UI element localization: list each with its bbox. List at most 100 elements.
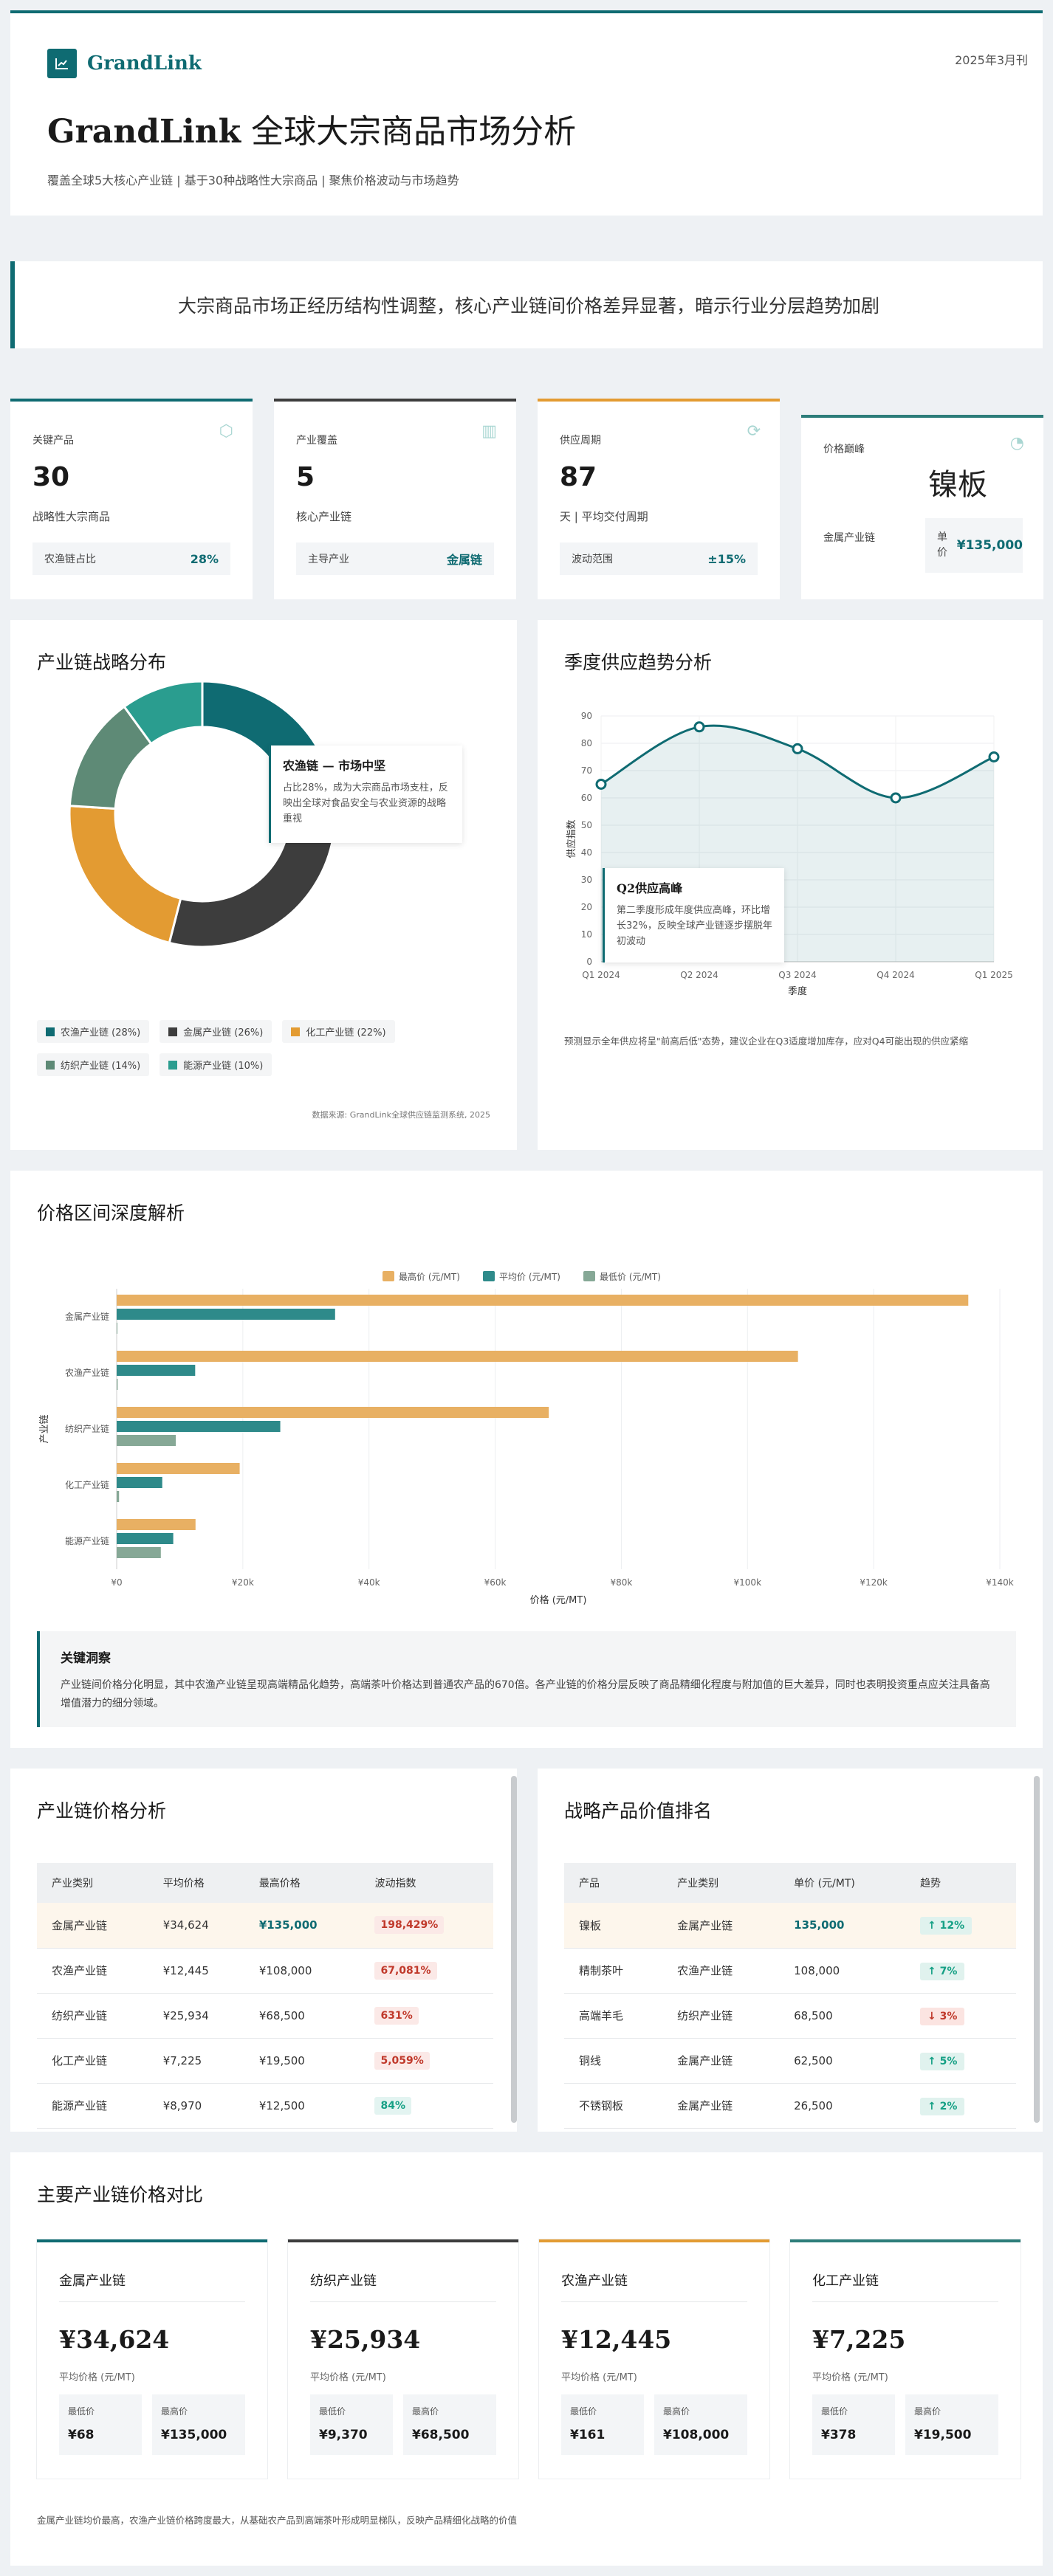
bar-2-2[interactable] [117,1435,176,1446]
line-chart-card: 季度供应趋势分析 0 10 20 30 40 50 60 70 80 90 Q1 2024 Q2 20… [538,620,1043,1150]
data-point[interactable] [988,751,1000,762]
table-cell: ¥108,000 [244,1948,360,1994]
card-title: 产业链价格分析 [37,1800,167,1822]
bar-1-0[interactable] [117,1309,335,1320]
sync-icon: ⟳ [747,422,761,441]
y-tick-label: 70 [581,765,592,776]
y-tick-label: 50 [581,820,592,830]
compare-avg: ¥34,624 [59,2325,170,2354]
pie-slice-1[interactable] [168,829,335,948]
table-cell: ¥8,970 [148,2083,244,2129]
stat-label: 产业覆盖 [296,435,337,447]
legend-label: 农渔产业链 (28%) [61,1027,141,1039]
legend-label[interactable]: 最高价 (元/MT) [399,1271,460,1282]
pie-legend: 农渔产业链 (28%) 金属产业链 (26%) 化工产业链 (22%) 纺织产业链 (… [37,1020,480,1076]
issue-date: 2025年3月刊 [955,53,1028,67]
stat-foot: 波动范围 ±15% [560,543,758,575]
chart-icon: ◔ [1009,434,1024,452]
bar-2-4[interactable] [117,1547,161,1558]
x-tick-label: ¥40k [358,1577,380,1588]
legend-label[interactable]: 平均价 (元/MT) [499,1272,560,1282]
table-cell: 农渔产业链 [37,1948,148,1994]
table-row[interactable]: 镍板 金属产业链 135,000 ↑ 12% [564,1903,1016,1949]
table-cell: 化工产业链 [37,2038,148,2084]
stat-desc: 金属产业链 [823,532,875,544]
table-cell: 26,500 [779,2083,906,2129]
legend-item[interactable]: 纺织产业链 (14%) [37,1053,150,1076]
bar-1-2[interactable] [117,1421,281,1432]
table-header[interactable]: 产业类别 [37,1863,148,1903]
logo-chart-icon [47,49,77,78]
bar-2-3[interactable] [117,1491,120,1502]
scrollbar[interactable] [1034,1776,1040,2123]
table-row[interactable]: 农渔产业链 ¥12,445 ¥108,000 67,081% [37,1948,493,1994]
x-tick-label: ¥80k [610,1577,632,1588]
card-title: 季度供应趋势分析 [564,652,713,673]
bar-0-2[interactable] [117,1407,549,1418]
pie-chart-card: 产业链战略分布 农渔链 — 市场中坚 占比28%，成为大宗商品市场支柱，反映出全… [10,620,517,1150]
pie-slice-2[interactable] [68,805,182,945]
table-header[interactable]: 最高价格 [244,1863,360,1903]
table-row[interactable]: 铜线 金属产业链 62,500 ↑ 5% [564,2038,1016,2084]
table-header[interactable]: 单价 (元/MT) [779,1863,906,1903]
industry-icon: ▥ [481,422,497,441]
table-header[interactable]: 趋势 [905,1863,1016,1903]
data-point[interactable] [890,792,902,804]
pie-slice-4[interactable] [123,680,204,745]
legend-swatch [46,1060,55,1070]
legend-item[interactable]: 能源产业链 (10%) [160,1053,272,1076]
table-row[interactable]: 不锈钢板 金属产业链 26,500 ↑ 2% [564,2083,1016,2129]
table-cell: 108,000 [779,1948,906,1994]
price-table: 产业类别 平均价格 最高价格 波动指数 金属产业链 ¥34,624 ¥135,000 198,… [37,1863,493,2129]
peak-price-box: 单价 ¥135,000 [925,518,1023,573]
table-cell: 84% [360,2083,493,2129]
x-tick-label: ¥140k [986,1577,1014,1588]
table-header[interactable]: 产业类别 [662,1863,780,1903]
table-header[interactable]: 产品 [564,1863,663,1903]
stat-value: 5 [296,462,315,492]
data-point[interactable] [595,779,607,790]
table-row[interactable]: 精制茶叶 农渔产业链 108,000 ↑ 7% [564,1948,1016,1994]
table-row[interactable]: 金属产业链 ¥34,624 ¥135,000 198,429% [37,1903,493,1949]
stat-value: 30 [32,462,70,492]
table-row[interactable]: 化工产业链 ¥7,225 ¥19,500 5,059% [37,2038,493,2084]
compare-footnote: 金属产业链均价最高，农渔产业链价格跨度最大，从基础农产品到高端茶叶形成明显梯队，… [37,2515,518,2526]
table-cell: 不锈钢板 [564,2083,663,2129]
scrollbar[interactable] [511,1776,517,2123]
bar-0-1[interactable] [117,1351,798,1362]
x-tick-label: ¥120k [860,1577,888,1588]
bar-0-4[interactable] [117,1519,196,1530]
legend-item[interactable]: 农渔产业链 (28%) [37,1020,150,1043]
x-axis-label: 价格 (元/MT) [530,1594,587,1606]
table-cell: 631% [360,1993,493,2039]
table-row[interactable]: 高端羊毛 纺织产业链 68,500 ↓ 3% [564,1993,1016,2039]
logo-text: GrandLink [87,52,202,75]
table-header[interactable]: 波动指数 [360,1863,493,1903]
bar-0-0[interactable] [117,1295,969,1306]
compare-card-1: 纺织产业链 ¥25,934 平均价格 (元/MT) 最低价 ¥9,370 最高价 ¥68,5… [288,2239,518,2479]
bar-0-3[interactable] [117,1463,240,1474]
bar-1-4[interactable] [117,1533,174,1544]
data-point[interactable] [792,743,803,754]
legend-swatch [168,1027,178,1036]
data-point[interactable] [693,721,705,733]
table-row[interactable]: 能源产业链 ¥8,970 ¥12,500 84% [37,2083,493,2129]
table-row[interactable]: 纺织产业链 ¥25,934 ¥68,500 631% [37,1993,493,2039]
legend-label: 能源产业链 (10%) [183,1061,264,1072]
y-tick-label: 40 [581,847,592,858]
key-message-banner: 大宗商品市场正经历结构性调整，核心产业链间价格差异显著，暗示行业分层趋势加剧 [10,261,1043,348]
y-tick-label: 20 [581,902,592,912]
compare-unit: 平均价格 (元/MT) [310,2372,386,2383]
legend-item[interactable]: 金属产业链 (26%) [160,1020,272,1043]
legend-item[interactable]: 化工产业链 (22%) [282,1020,395,1043]
bar-1-3[interactable] [117,1477,162,1488]
legend-label[interactable]: 最低价 (元/MT) [600,1272,661,1282]
table-cell: 198,429% [360,1903,493,1949]
table-cell: ↑ 12% [905,1903,1016,1949]
table-header[interactable]: 平均价格 [148,1863,244,1903]
table-cell: 能源产业链 [37,2083,148,2129]
rank-table-wrap: 产品 产业类别 单价 (元/MT) 趋势 镍板 金属产业链 135,000 ↑ 12% 精制茶叶… [564,1863,1016,2129]
insight-text: 产业链间价格分化明显，其中农渔产业链呈现高端精品化趋势，高端茶叶价格达到普通农产… [61,1679,990,1710]
bar-1-1[interactable] [117,1365,196,1376]
stat-foot: 主导产业 金属链 [296,543,494,575]
